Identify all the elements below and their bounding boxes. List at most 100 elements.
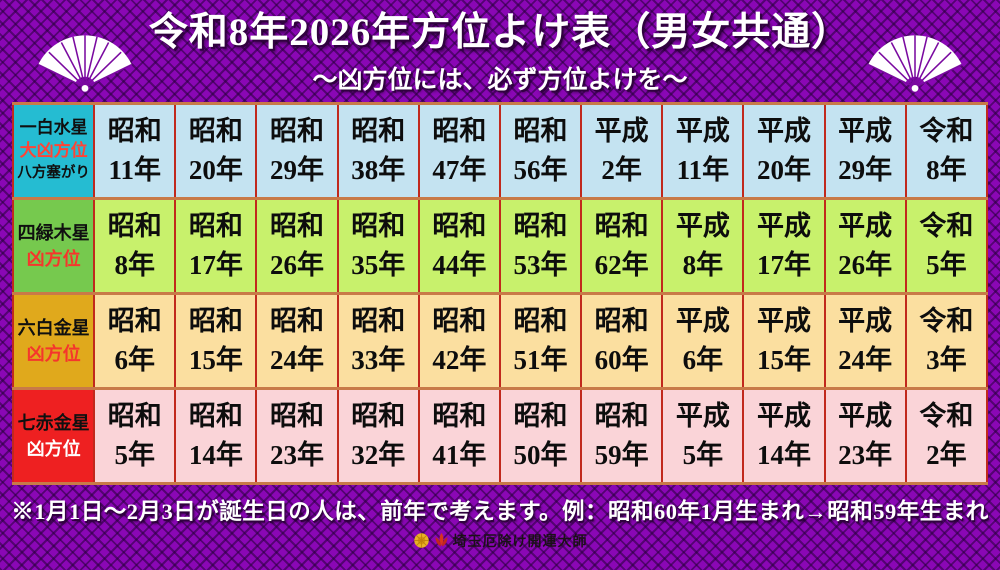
year-cell: 昭和 53年 xyxy=(498,196,583,295)
era-text: 昭和 xyxy=(432,400,487,431)
row-header-cell: 一白水星 大凶方位 八方塞がり xyxy=(11,101,96,200)
year-text: 20年 xyxy=(188,154,243,185)
era-text: 平成 xyxy=(675,305,730,336)
year-text: 17年 xyxy=(188,249,243,280)
year-cell: 昭和 62年 xyxy=(580,196,664,295)
year-text: 42年 xyxy=(432,344,487,375)
year-text: 62年 xyxy=(594,249,649,280)
year-text: 33年 xyxy=(351,344,406,375)
note-text: ※1月1日～2月3日が誕生日の人は、前年で考えます。例：昭和60年1月生まれ→昭… xyxy=(11,498,989,524)
header: 令和8年2026年方位よけ表（男女共通） ～凶方位には、必ず方位よけを～ xyxy=(0,0,1000,96)
star-name: 一白水星 xyxy=(19,117,88,137)
year-text: 5年 xyxy=(114,439,155,470)
year-cell: 平成 20年 xyxy=(742,101,826,200)
year-cell: 昭和 11年 xyxy=(93,101,177,200)
year-cell: 昭和 47年 xyxy=(417,101,501,200)
year-text: 5年 xyxy=(926,249,967,280)
year-cell: 昭和 59年 xyxy=(580,386,664,485)
year-cell: 昭和 15年 xyxy=(174,291,258,390)
year-cell: 昭和 20年 xyxy=(174,101,258,200)
year-cell: 平成 14年 xyxy=(742,386,826,485)
era-text: 昭和 xyxy=(188,400,243,431)
era-text: 昭和 xyxy=(188,305,243,336)
year-text: 51年 xyxy=(513,344,568,375)
era-text: 昭和 xyxy=(594,400,649,431)
year-text: 23年 xyxy=(270,439,325,470)
era-text: 平成 xyxy=(838,115,893,146)
year-text: 17年 xyxy=(756,249,811,280)
year-cell: 昭和 29年 xyxy=(255,101,339,200)
year-text: 32年 xyxy=(351,439,406,470)
era-text: 平成 xyxy=(838,305,893,336)
year-cell: 平成 17年 xyxy=(742,196,826,295)
era-text: 昭和 xyxy=(432,305,487,336)
era-text: 昭和 xyxy=(432,210,487,241)
year-text: 29年 xyxy=(838,154,893,185)
era-text: 平成 xyxy=(594,115,649,146)
row-header-cell: 四緑木星 凶方位 xyxy=(11,196,96,295)
era-text: 昭和 xyxy=(594,305,649,336)
era-text: 昭和 xyxy=(270,210,325,241)
year-cell: 平成 23年 xyxy=(823,386,907,485)
era-text: 令和 xyxy=(919,400,974,431)
era-text: 昭和 xyxy=(351,210,406,241)
row-header-cell: 六白金星 凶方位 xyxy=(11,291,96,390)
year-text: 24年 xyxy=(838,344,893,375)
chrysanthemum-emblem-icon xyxy=(413,533,429,549)
year-cell: 昭和 38年 xyxy=(336,101,420,200)
temple-name: 埼玉厄除け開運大師 xyxy=(452,534,588,550)
year-cell: 昭和 41年 xyxy=(417,386,501,485)
year-text: 8年 xyxy=(114,249,155,280)
table-row: 七赤金星 凶方位 昭和 5年 昭和 14年 昭和 23年 昭和 32年 昭和 41年 昭和 50年 昭和 59… xyxy=(11,386,989,485)
hazard-label: 大凶方位 xyxy=(19,140,88,160)
year-text: 2年 xyxy=(926,439,967,470)
year-cell: 昭和 14年 xyxy=(174,386,258,485)
hazard-label: 凶方位 xyxy=(26,438,81,459)
year-text: 26年 xyxy=(838,249,893,280)
row-header-cell: 七赤金星 凶方位 xyxy=(11,386,96,485)
year-text: 8年 xyxy=(682,249,724,280)
era-text: 昭和 xyxy=(270,305,325,336)
year-cell: 昭和 17年 xyxy=(174,196,258,295)
year-text: 56年 xyxy=(513,154,568,185)
year-cell: 平成 15年 xyxy=(742,291,826,390)
era-text: 平成 xyxy=(756,210,811,241)
hazard-label: 凶方位 xyxy=(26,343,81,364)
year-cell: 平成 24年 xyxy=(823,291,907,390)
year-cell: 昭和 44年 xyxy=(417,196,501,295)
year-cell: 昭和 33年 xyxy=(336,291,420,390)
table-row: 四緑木星 凶方位 昭和 8年 昭和 17年 昭和 26年 昭和 35年 昭和 44年 昭和 53年 昭和 62… xyxy=(11,196,989,295)
year-text: 15年 xyxy=(188,344,243,375)
crest-emblem-icon xyxy=(435,533,447,547)
era-text: 昭和 xyxy=(432,115,487,146)
era-text: 令和 xyxy=(919,305,974,336)
year-text: 41年 xyxy=(432,439,487,470)
year-text: 24年 xyxy=(270,344,325,375)
era-text: 昭和 xyxy=(351,115,406,146)
year-cell: 昭和 23年 xyxy=(255,386,339,485)
era-text: 平成 xyxy=(756,305,811,336)
year-text: 47年 xyxy=(432,154,487,185)
year-cell: 平成 26年 xyxy=(823,196,907,295)
era-text: 平成 xyxy=(675,400,730,431)
year-text: 35年 xyxy=(351,249,406,280)
year-cell: 令和 3年 xyxy=(904,291,989,390)
year-cell: 昭和 56年 xyxy=(498,101,583,200)
table-row: 六白金星 凶方位 昭和 6年 昭和 15年 昭和 24年 昭和 33年 昭和 42年 昭和 51年 昭和 60… xyxy=(11,291,989,390)
year-cell: 平成 29年 xyxy=(823,101,907,200)
year-cell: 昭和 42年 xyxy=(417,291,501,390)
year-text: 14年 xyxy=(756,439,811,470)
era-text: 昭和 xyxy=(351,400,406,431)
year-text: 6年 xyxy=(682,344,724,375)
year-cell: 平成 6年 xyxy=(661,291,745,390)
year-text: 44年 xyxy=(432,249,487,280)
era-text: 昭和 xyxy=(107,115,162,146)
year-text: 15年 xyxy=(756,344,811,375)
era-text: 昭和 xyxy=(188,115,243,146)
year-text: 50年 xyxy=(513,439,568,470)
year-text: 20年 xyxy=(756,154,811,185)
era-text: 令和 xyxy=(919,115,974,146)
year-cell: 昭和 50年 xyxy=(498,386,583,485)
era-text: 平成 xyxy=(838,210,893,241)
